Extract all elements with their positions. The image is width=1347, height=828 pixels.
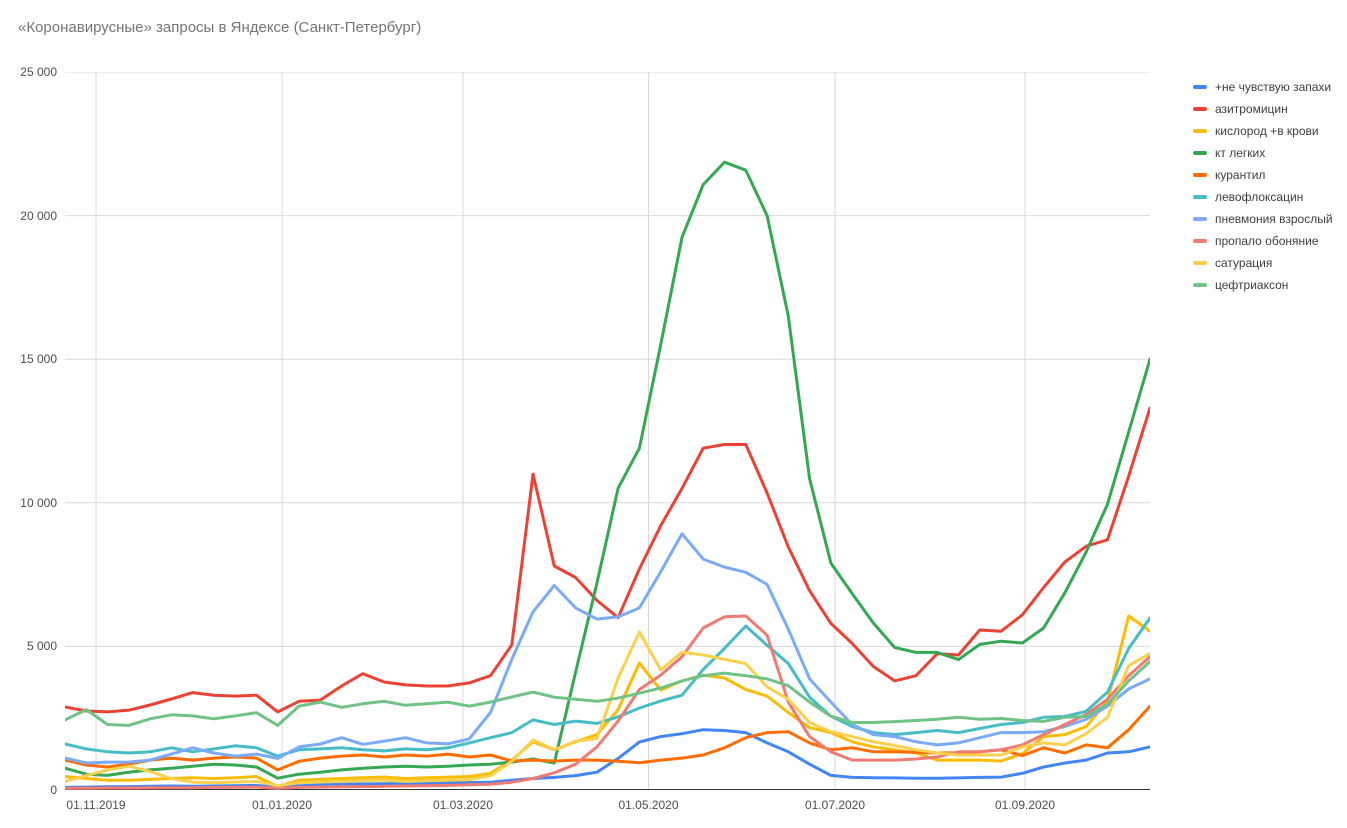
series-line-пропало-обоняние [65, 614, 1150, 790]
legend-label: пропало обоняние [1215, 234, 1319, 248]
legend-item: сатурация [1193, 252, 1333, 274]
legend-swatch [1193, 107, 1207, 111]
legend-item: курантил [1193, 164, 1333, 186]
x-tick-label: 01.01.2020 [251, 798, 313, 812]
legend-label: курантил [1215, 168, 1266, 182]
plot-area [65, 72, 1150, 790]
legend-item: пневмония взрослый [1193, 208, 1333, 230]
x-tick-label: 01.09.2020 [994, 798, 1056, 812]
legend-swatch [1193, 85, 1207, 89]
series-line-кт-легких [65, 160, 1150, 780]
legend-item: азитромицин [1193, 98, 1333, 120]
legend-label: азитромицин [1215, 102, 1288, 116]
y-tick-label: 0 [50, 783, 57, 797]
series-line-сатурация [65, 630, 1150, 788]
legend-swatch [1193, 283, 1207, 287]
legend-label: левофлоксацин [1215, 190, 1304, 204]
x-tick-label: 01.03.2020 [432, 798, 493, 812]
legend-swatch [1193, 195, 1207, 199]
series-line-+не-чувствую-запахи [65, 728, 1150, 789]
legend-swatch [1193, 173, 1207, 177]
legend-item: левофлоксацин [1193, 186, 1333, 208]
legend-swatch [1193, 239, 1207, 243]
y-axis-labels: 0 5 000 10 000 15 000 20 000 25 000 [0, 0, 57, 828]
legend: +не чувствую запахи азитромицин кислород +… [1193, 76, 1333, 296]
legend-item: кт легких [1193, 142, 1333, 164]
series-line-цефтриаксон [65, 660, 1150, 727]
chart-title: «Коронавирусные» запросы в Яндексе (Санк… [18, 19, 422, 36]
x-tick-label: 01.05.2020 [618, 798, 679, 812]
series-line-азитромицин [65, 406, 1150, 714]
y-tick-label: 15 000 [20, 352, 57, 367]
y-tick-label: 5 000 [26, 639, 57, 654]
legend-swatch [1193, 217, 1207, 221]
series-line-кислород-+в-крови [65, 614, 1150, 789]
legend-item: +не чувствую запахи [1193, 76, 1333, 98]
legend-label: кт легких [1215, 146, 1266, 160]
y-tick-label: 20 000 [20, 208, 57, 223]
x-tick-label: 01.11.2019 [66, 798, 126, 812]
legend-label: цефтриаксон [1215, 278, 1289, 292]
y-tick-label: 10 000 [20, 495, 57, 510]
legend-label: кислород +в крови [1215, 124, 1319, 138]
legend-item: цефтриаксон [1193, 274, 1333, 296]
legend-swatch [1193, 261, 1207, 265]
chart-svg [65, 72, 1150, 790]
legend-label: +не чувствую запахи [1215, 80, 1332, 94]
legend-swatch [1193, 151, 1207, 155]
x-tick-label: 01.07.2020 [804, 798, 866, 812]
series-line-пневмония-взрослый [65, 532, 1150, 765]
legend-label: сатурация [1215, 256, 1273, 270]
legend-swatch [1193, 129, 1207, 133]
y-tick-label: 25 000 [20, 65, 57, 79]
legend-item: пропало обоняние [1193, 230, 1333, 252]
legend-label: пневмония взрослый [1215, 212, 1333, 226]
legend-item: кислород +в крови [1193, 120, 1333, 142]
series-line-левофлоксацин [65, 616, 1150, 758]
